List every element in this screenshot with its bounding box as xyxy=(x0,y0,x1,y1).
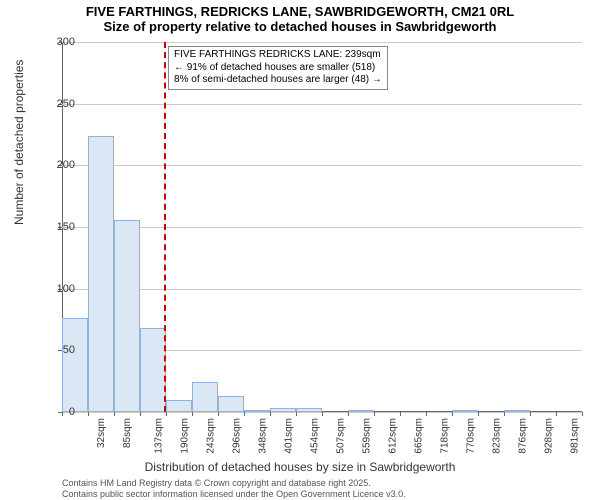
grid-line xyxy=(62,227,582,228)
x-tick-label: 559sqm xyxy=(362,418,373,454)
x-tick xyxy=(296,412,297,416)
histogram-bar xyxy=(140,328,166,412)
y-tick-label: 50 xyxy=(35,344,75,356)
x-tick-label: 454sqm xyxy=(310,418,321,454)
x-tick-label: 770sqm xyxy=(466,418,477,454)
x-tick xyxy=(218,412,219,416)
grid-line xyxy=(62,289,582,290)
x-tick xyxy=(504,412,505,416)
x-tick-label: 85sqm xyxy=(122,418,133,448)
x-tick-label: 137sqm xyxy=(154,418,165,454)
x-tick-label: 928sqm xyxy=(544,418,555,454)
x-tick xyxy=(400,412,401,416)
plot-area: FIVE FARTHINGS REDRICKS LANE: 239sqm← 91… xyxy=(62,42,582,412)
x-tick xyxy=(452,412,453,416)
histogram-bar xyxy=(62,318,88,412)
histogram-bar xyxy=(270,408,296,412)
title-line-2: Size of property relative to detached ho… xyxy=(0,19,600,34)
chart-container: FIVE FARTHINGS, REDRICKS LANE, SAWBRIDGE… xyxy=(0,0,600,500)
x-tick xyxy=(140,412,141,416)
x-tick xyxy=(582,412,583,416)
x-tick xyxy=(478,412,479,416)
x-tick-label: 507sqm xyxy=(336,418,347,454)
histogram-bar xyxy=(296,408,322,412)
annotation-line: FIVE FARTHINGS REDRICKS LANE: 239sqm xyxy=(174,49,382,62)
x-tick-label: 718sqm xyxy=(440,418,451,454)
annotation-line: 8% of semi-detached houses are larger (4… xyxy=(174,74,382,87)
x-tick xyxy=(270,412,271,416)
x-tick xyxy=(426,412,427,416)
y-tick-label: 100 xyxy=(35,283,75,295)
annotation-box: FIVE FARTHINGS REDRICKS LANE: 239sqm← 91… xyxy=(168,46,388,90)
histogram-bar xyxy=(244,410,270,412)
x-tick-label: 348sqm xyxy=(258,418,269,454)
x-tick xyxy=(166,412,167,416)
footer-copyright: Contains HM Land Registry data © Crown c… xyxy=(62,478,371,488)
grid-line xyxy=(62,104,582,105)
y-tick-label: 250 xyxy=(35,98,75,110)
grid-line xyxy=(62,165,582,166)
x-tick-label: 665sqm xyxy=(414,418,425,454)
histogram-bar xyxy=(218,396,244,412)
y-tick-label: 200 xyxy=(35,159,75,171)
x-axis-label: Distribution of detached houses by size … xyxy=(0,460,600,474)
x-tick xyxy=(348,412,349,416)
x-tick-label: 296sqm xyxy=(232,418,243,454)
x-tick xyxy=(374,412,375,416)
x-tick-label: 876sqm xyxy=(518,418,529,454)
annotation-line: ← 91% of detached houses are smaller (51… xyxy=(174,62,382,75)
x-tick-label: 190sqm xyxy=(180,418,191,454)
histogram-bar xyxy=(166,400,192,412)
x-tick-label: 32sqm xyxy=(96,418,107,448)
grid-line xyxy=(62,42,582,43)
x-tick xyxy=(556,412,557,416)
y-tick-label: 150 xyxy=(35,221,75,233)
x-tick-label: 823sqm xyxy=(492,418,503,454)
histogram-bar xyxy=(504,410,530,412)
x-tick xyxy=(114,412,115,416)
x-tick xyxy=(88,412,89,416)
x-tick-label: 401sqm xyxy=(284,418,295,454)
x-tick xyxy=(192,412,193,416)
histogram-bar xyxy=(114,220,140,412)
y-tick-label: 300 xyxy=(35,36,75,48)
histogram-bar xyxy=(88,136,114,412)
footer-licence: Contains public sector information licen… xyxy=(62,489,406,499)
y-tick-label: 0 xyxy=(35,406,75,418)
x-tick xyxy=(322,412,323,416)
x-tick xyxy=(530,412,531,416)
x-tick-label: 243sqm xyxy=(206,418,217,454)
title-line-1: FIVE FARTHINGS, REDRICKS LANE, SAWBRIDGE… xyxy=(0,0,600,19)
histogram-bar xyxy=(348,410,374,412)
marker-line xyxy=(164,42,166,412)
histogram-bar xyxy=(452,410,478,412)
x-tick-label: 981sqm xyxy=(570,418,581,454)
x-tick-label: 612sqm xyxy=(388,418,399,454)
histogram-bar xyxy=(192,382,218,412)
y-axis-label: Number of detached properties xyxy=(12,60,26,225)
x-tick xyxy=(244,412,245,416)
